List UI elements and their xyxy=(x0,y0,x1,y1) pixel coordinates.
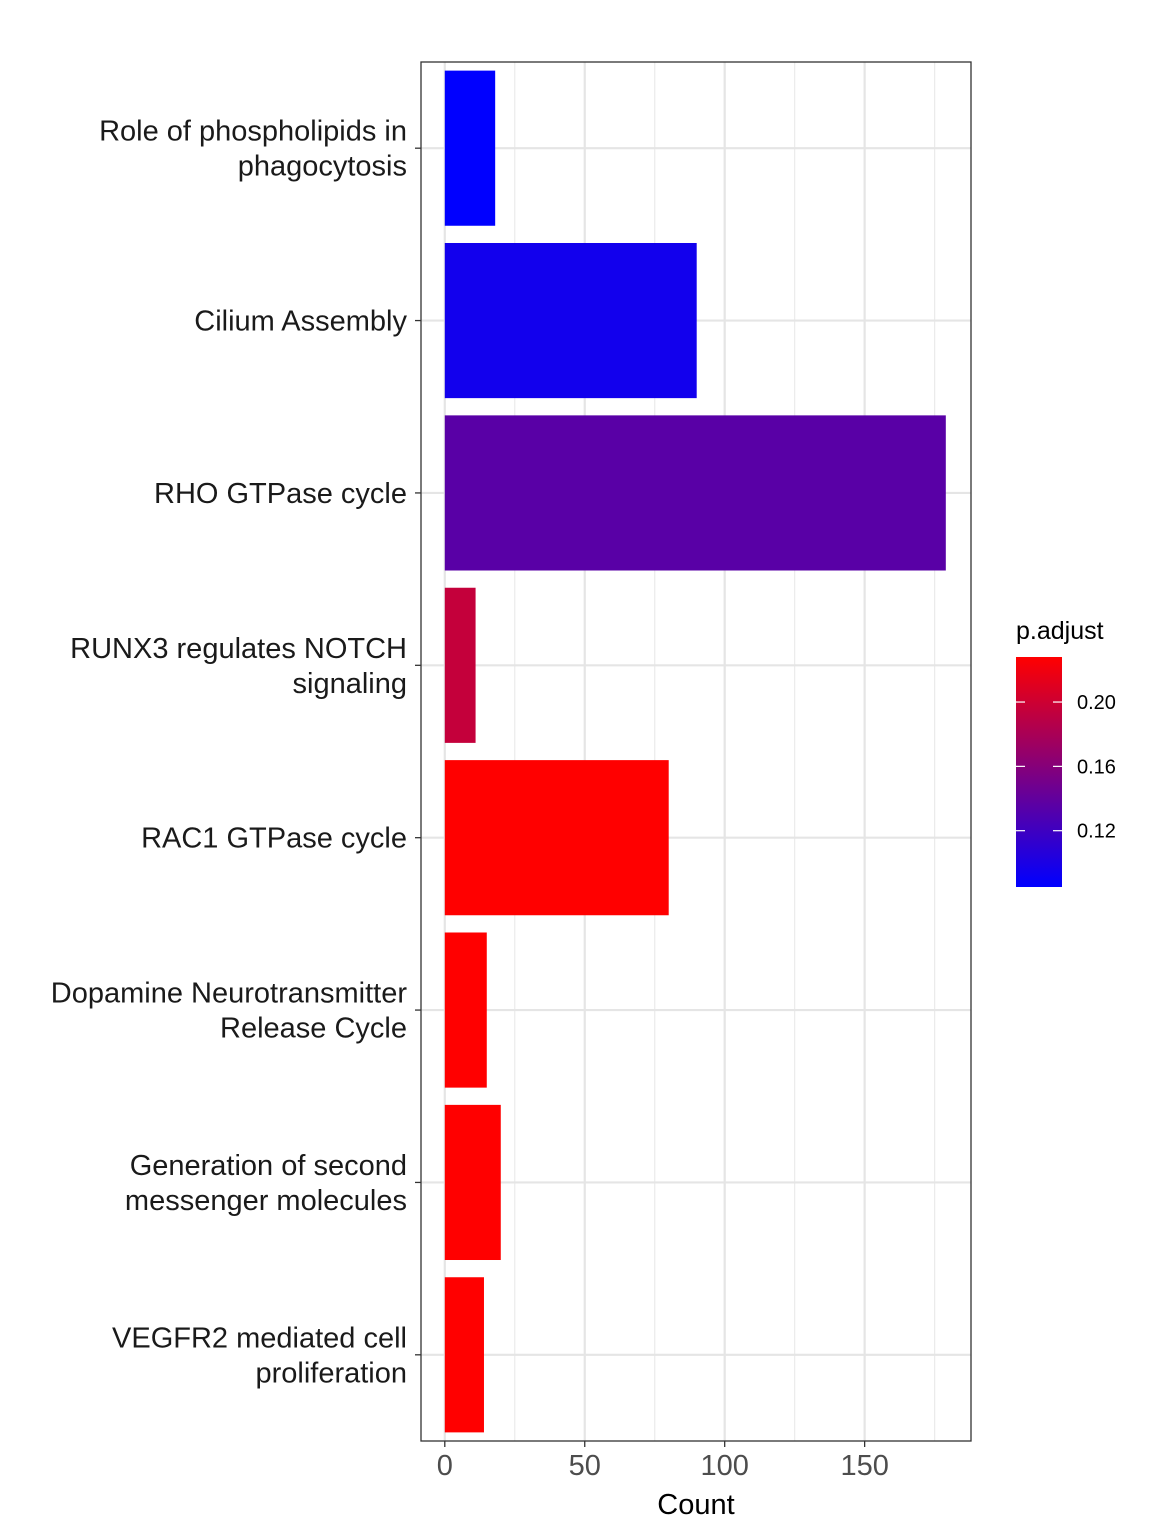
bar xyxy=(444,415,946,571)
legend: p.adjust 0.12 0.16 0.20 xyxy=(1016,617,1116,887)
legend-tick-label: 0.12 xyxy=(1077,821,1116,843)
legend-colorbar xyxy=(1016,657,1062,887)
bar xyxy=(444,1104,501,1261)
bar xyxy=(444,932,487,1088)
y-tick-label: RHO GTPase cycle xyxy=(154,478,407,510)
plot-border xyxy=(420,61,972,1442)
x-axis: 0 50 100 150 xyxy=(437,1441,889,1482)
x-axis-title: Count xyxy=(657,1489,734,1521)
x-tick-label: 50 xyxy=(569,1450,601,1482)
bars xyxy=(444,70,946,1433)
bar xyxy=(444,1277,484,1433)
legend-tick-label: 0.16 xyxy=(1077,756,1116,778)
bar xyxy=(444,242,697,399)
bar xyxy=(444,760,669,916)
y-tick-label: VEGFR2 mediated cell proliferation xyxy=(112,1322,407,1389)
legend-title: p.adjust xyxy=(1016,617,1104,645)
x-tick-label: 0 xyxy=(437,1450,453,1482)
legend-tick-label: 0.20 xyxy=(1077,692,1116,714)
bar xyxy=(444,587,476,743)
x-tick-label: 100 xyxy=(700,1450,748,1482)
legend-ticks: 0.12 0.16 0.20 xyxy=(1016,692,1116,843)
y-axis: Role of phospholipids in phagocytosis Cili… xyxy=(51,116,421,1389)
y-tick-label: Generation of second messenger molecules xyxy=(125,1150,407,1217)
y-tick-label: RUNX3 regulates NOTCH signaling xyxy=(70,633,407,700)
y-tick-label: RAC1 GTPase cycle xyxy=(141,823,407,855)
y-tick-label: Dopamine Neurotransmitter Release Cycle xyxy=(51,978,408,1045)
bar xyxy=(444,70,496,226)
x-tick-label: 150 xyxy=(840,1450,888,1482)
y-tick-label: Cilium Assembly xyxy=(194,306,407,338)
y-tick-label: Role of phospholipids in phagocytosis xyxy=(99,116,407,183)
